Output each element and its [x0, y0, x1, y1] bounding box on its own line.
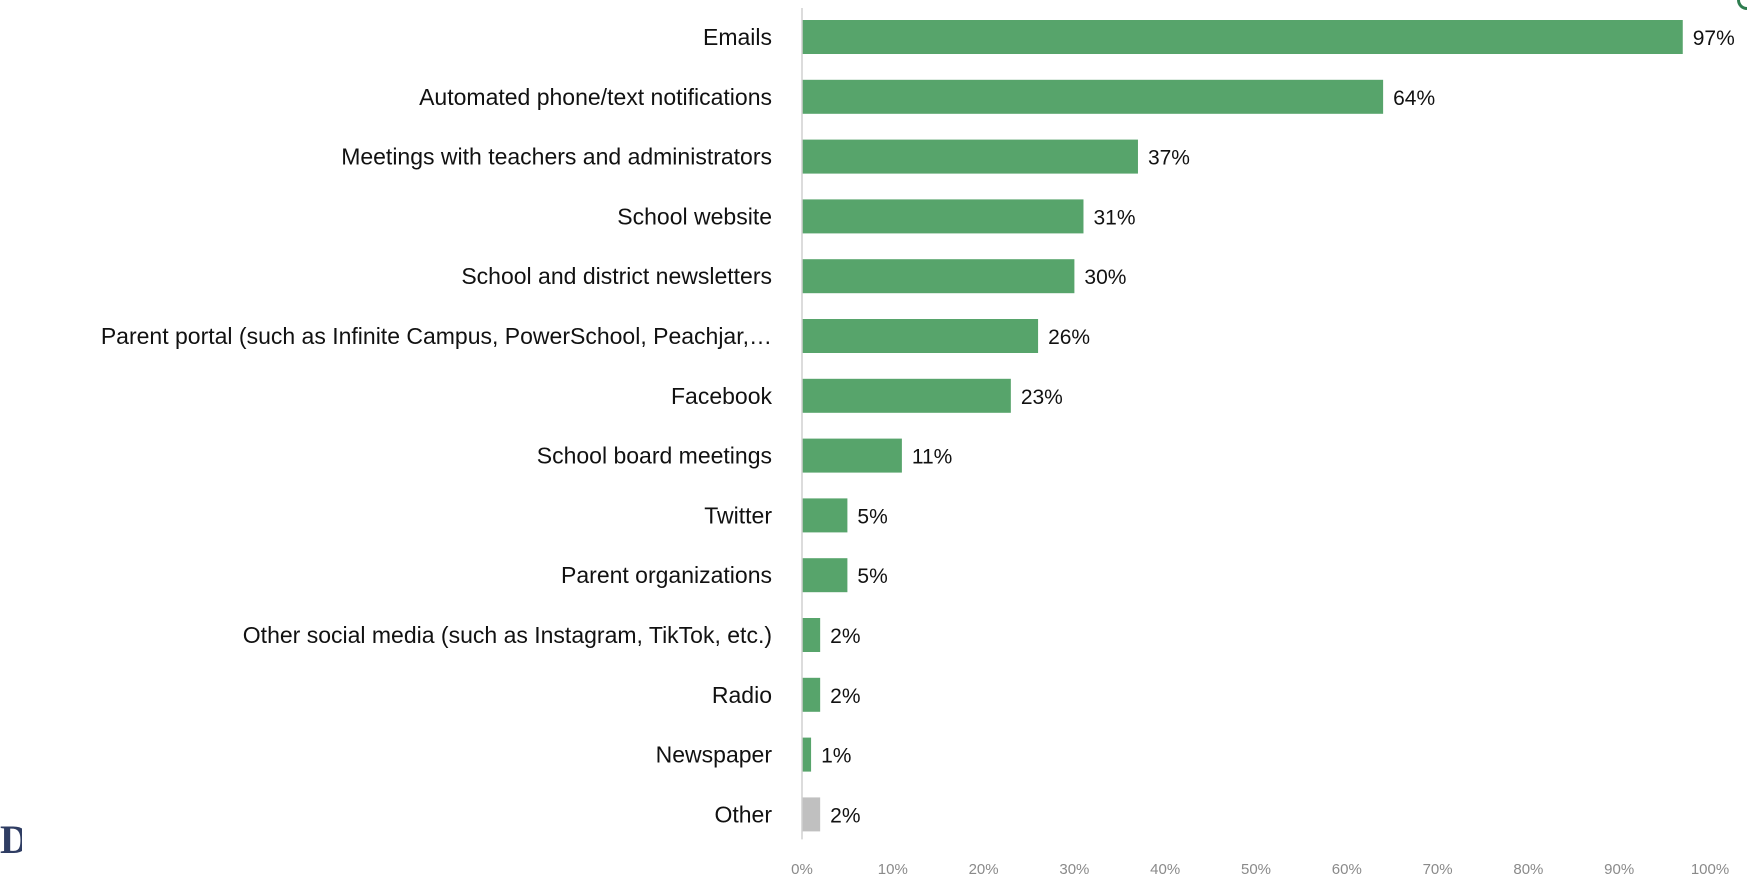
category-label: Parent portal (such as Infinite Campus, …: [101, 323, 772, 349]
x-axis-tick-labels: 0% 10% 20% 30% 40% 50% 60% 70% 80% 90% 100%: [791, 861, 1729, 878]
category-label: Radio: [712, 682, 772, 708]
category-label: Facebook: [671, 383, 773, 409]
x-tick-label: 20%: [969, 861, 999, 878]
category-label: Twitter: [704, 502, 772, 528]
x-tick-label: 30%: [1059, 861, 1089, 878]
bar: [802, 139, 1138, 174]
x-tick-label: 0%: [791, 861, 813, 878]
category-label: School and district newsletters: [461, 263, 772, 289]
bar: [802, 677, 821, 712]
value-label: 31%: [1093, 206, 1135, 229]
value-label: 23%: [1021, 386, 1063, 409]
corner-decoration: [1737, 0, 1747, 10]
logo-fragment: D: [0, 820, 22, 860]
bar: [802, 558, 848, 593]
value-label: 30%: [1084, 266, 1126, 289]
category-label: Automated phone/text notifications: [419, 84, 772, 110]
category-label: Parent organizations: [561, 562, 772, 588]
bar: [802, 79, 1384, 114]
x-tick-label: 10%: [878, 861, 908, 878]
value-label: 5%: [857, 505, 887, 528]
category-label: Newspaper: [656, 742, 773, 768]
value-label: 97%: [1693, 27, 1735, 50]
x-tick-label: 90%: [1604, 861, 1634, 878]
bar: [802, 797, 821, 832]
bars: [802, 20, 1683, 832]
value-label: 26%: [1048, 326, 1090, 349]
bar: [802, 319, 1039, 353]
category-labels: Emails Automated phone/text notifications…: [101, 24, 773, 827]
value-label: 37%: [1148, 147, 1190, 170]
x-tick-label: 50%: [1241, 861, 1271, 878]
value-label: 64%: [1393, 87, 1435, 110]
category-label: Other: [714, 801, 772, 827]
bar: [802, 20, 1683, 54]
category-label: School board meetings: [537, 443, 772, 469]
value-label: 2%: [830, 625, 860, 648]
bar: [802, 259, 1075, 294]
value-label: 2%: [830, 804, 860, 827]
bar: [802, 438, 902, 473]
value-label: 2%: [830, 685, 860, 708]
category-label: School website: [617, 203, 772, 229]
bar: [802, 618, 821, 652]
value-label: 1%: [821, 745, 851, 768]
x-tick-label: 80%: [1513, 861, 1543, 878]
value-label: 5%: [857, 565, 887, 588]
value-labels: 97% 64% 37% 31% 30% 26% 23% 11% 5% 5% 2% 2% 1% 2%: [821, 27, 1735, 827]
x-tick-label: 60%: [1332, 861, 1362, 878]
category-label: Other social media (such as Instagram, T…: [243, 622, 772, 648]
bar: [802, 199, 1084, 234]
category-label: Emails: [703, 24, 772, 50]
x-tick-label: 40%: [1150, 861, 1180, 878]
bar: [802, 378, 1011, 413]
bar: [802, 737, 812, 772]
bar: [802, 498, 848, 533]
x-tick-label: 70%: [1423, 861, 1453, 878]
category-label: Meetings with teachers and administrator…: [341, 144, 772, 170]
x-tick-label: 100%: [1691, 861, 1729, 878]
value-label: 11%: [912, 446, 952, 469]
